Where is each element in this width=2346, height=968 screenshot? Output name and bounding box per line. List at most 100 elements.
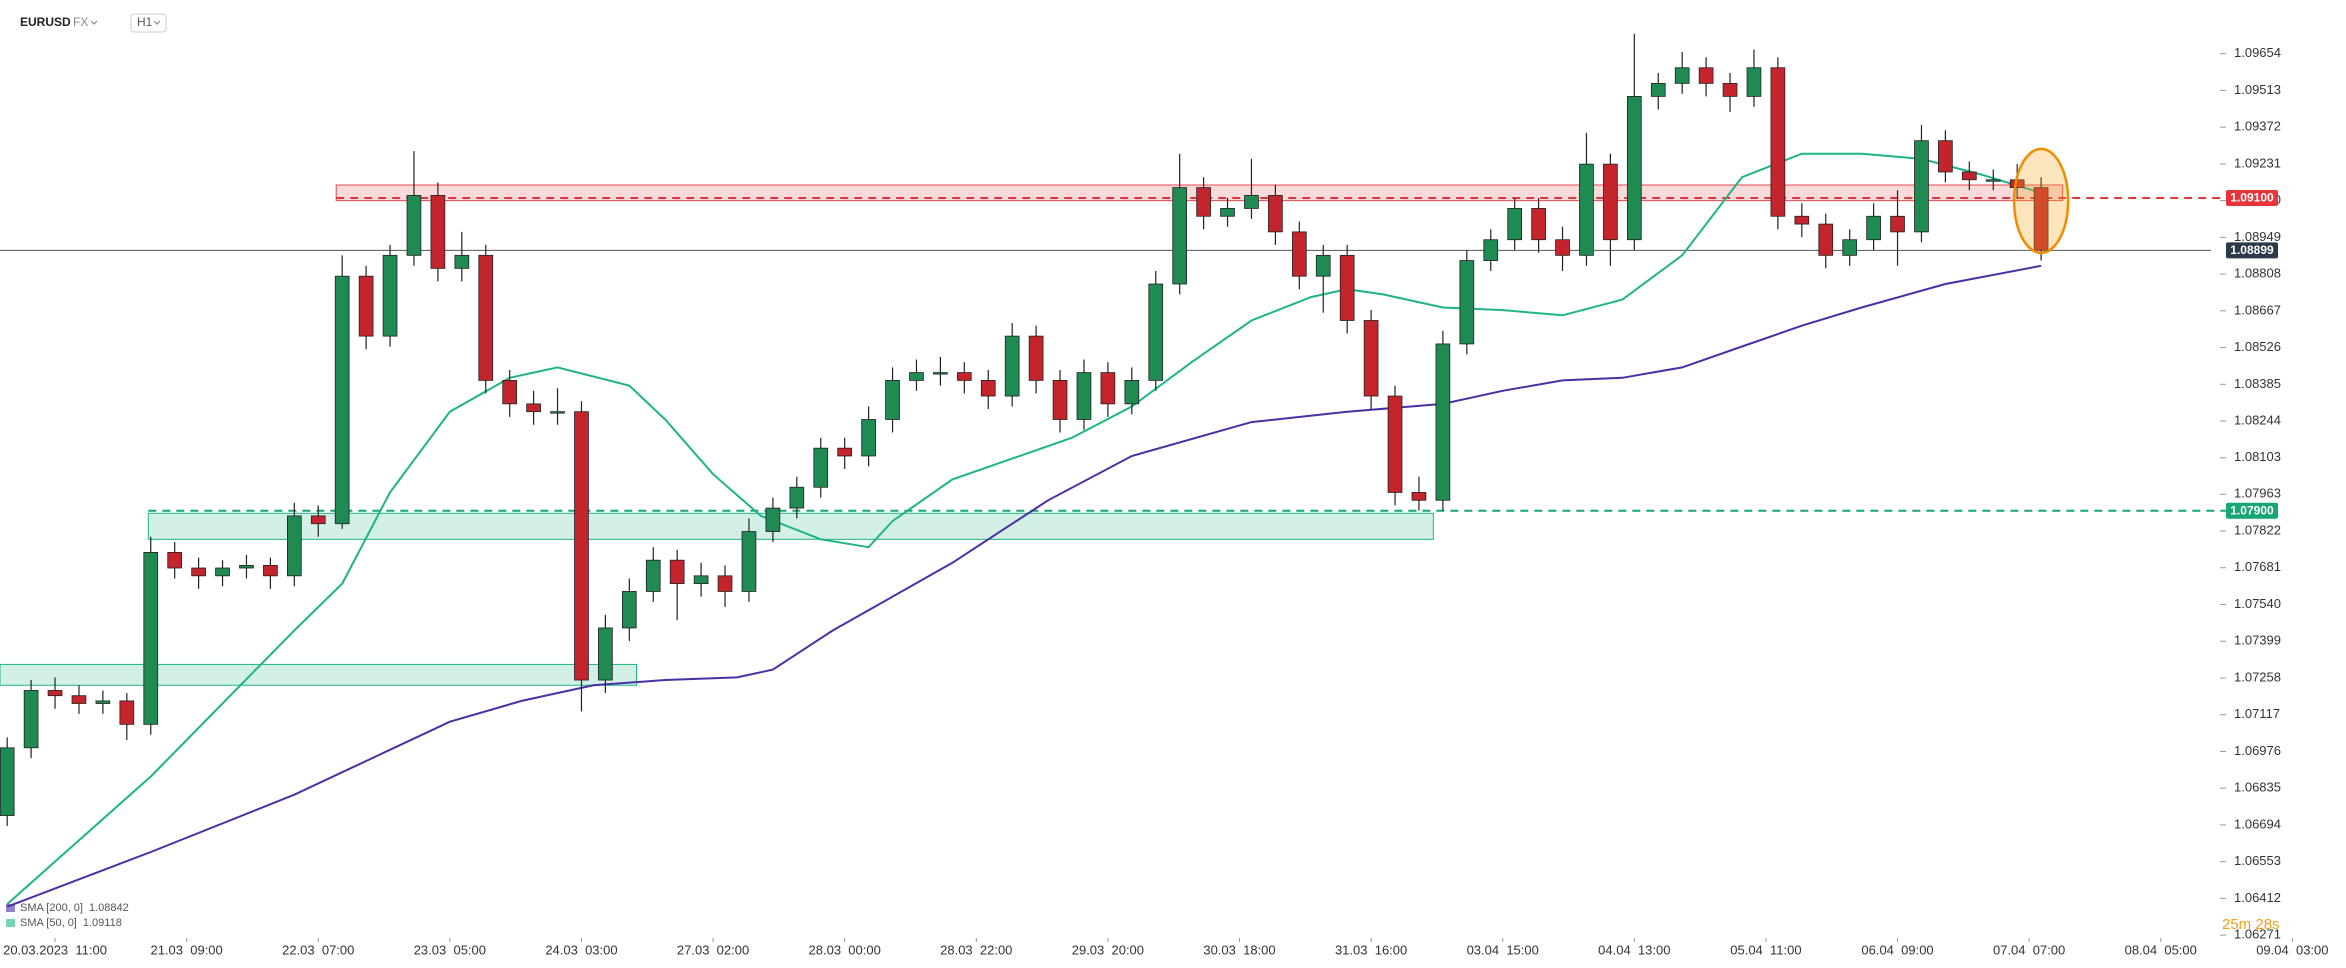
y-tick-label: 1.06553	[2234, 853, 2281, 868]
symbol[interactable]: EURUSD	[20, 15, 71, 29]
x-tick-label: 28.03 00:00	[809, 942, 881, 957]
candle-body	[1172, 187, 1188, 285]
candle-body	[1914, 140, 1929, 233]
candle-body	[1124, 380, 1140, 405]
zone	[147, 512, 1434, 540]
candle-body	[1746, 67, 1762, 97]
candle-body	[621, 591, 637, 629]
candle-body	[1244, 195, 1259, 209]
candle-body	[1411, 492, 1427, 501]
sma-line	[6, 264, 2042, 908]
legend-swatch	[6, 904, 15, 912]
candle-body	[813, 447, 829, 488]
candle-body	[526, 403, 541, 413]
candle-body	[382, 254, 398, 337]
y-tick-label: 1.09513	[2234, 82, 2281, 97]
candle-body	[837, 447, 853, 457]
y-tick-label: 1.07963	[2234, 486, 2281, 501]
candle-body	[861, 419, 876, 457]
candle-body	[1890, 215, 1905, 233]
x-tick-label: 21.03 09:00	[150, 942, 222, 957]
highlight	[2012, 147, 2070, 255]
candle-body	[95, 700, 111, 704]
candle-body	[454, 254, 470, 269]
x-tick-label: 20.03.2023 11:00	[3, 942, 107, 957]
candle-body	[2033, 187, 2049, 251]
candle-body	[1698, 67, 1714, 84]
candle-body	[741, 531, 757, 592]
market[interactable]: FX	[73, 15, 88, 29]
candle-body	[239, 565, 254, 569]
y-tick-label: 1.09372	[2234, 119, 2281, 134]
price-badge-label: 1.09100	[2230, 191, 2274, 205]
y-tick-label: 1.08667	[2234, 302, 2281, 317]
y-tick-label: 1.08949	[2234, 229, 2281, 244]
x-tick-label: 09.04 03:00	[2256, 942, 2328, 957]
candle-body	[789, 486, 805, 509]
candle-body	[1363, 320, 1379, 397]
candle-body	[1579, 163, 1594, 256]
candle-body	[430, 195, 446, 269]
y-tick-label: 1.07822	[2234, 522, 2281, 537]
candle-body	[1938, 140, 1953, 173]
candle-body	[334, 275, 350, 525]
countdown: 25m 28s	[2222, 916, 2280, 933]
y-tick-label: 1.07117	[2234, 706, 2280, 721]
candle-body	[167, 551, 183, 569]
price-badge	[2226, 190, 2278, 207]
interval[interactable]: H1	[137, 15, 153, 29]
candle-body	[1650, 82, 1666, 97]
candle-body	[1770, 67, 1786, 217]
y-tick-label: 1.07258	[2234, 669, 2281, 684]
legend-swatch	[6, 919, 15, 927]
x-tick-label: 27.03 02:00	[677, 942, 749, 957]
candle-body	[717, 575, 733, 592]
y-tick-label: 1.07399	[2234, 633, 2281, 648]
y-tick-label: 1.06694	[2234, 816, 2281, 831]
interval-box[interactable]	[130, 13, 167, 33]
candle-body	[1626, 96, 1642, 241]
x-tick-label: 24.03 03:00	[545, 942, 617, 957]
x-tick-label: 03.04 15:00	[1467, 942, 1539, 957]
candle-body	[71, 695, 87, 704]
candle-body	[1148, 283, 1164, 381]
price-badge	[2226, 502, 2278, 519]
candle-body	[1052, 380, 1068, 420]
y-tick-label: 1.08526	[2234, 339, 2281, 354]
candle-body	[1028, 335, 1044, 381]
candle-body	[645, 559, 661, 592]
candle-body	[358, 275, 374, 337]
candle-body	[1961, 171, 1977, 181]
candle-body	[47, 690, 63, 697]
candle-body	[502, 380, 518, 405]
y-tick-label: 1.09231	[2234, 155, 2281, 170]
sma-line	[6, 152, 2042, 905]
candle-body	[550, 411, 565, 414]
candle-body	[191, 567, 206, 577]
candle-body	[1196, 187, 1211, 217]
legend-name: SMA [50, 0]	[20, 917, 77, 929]
y-tick-label: 1.07540	[2234, 596, 2281, 611]
candle-body	[598, 627, 613, 681]
price-badge	[2226, 242, 2278, 259]
x-tick-label: 30.03 18:00	[1203, 942, 1275, 957]
y-tick-label: 1.08385	[2234, 376, 2281, 391]
zone	[0, 663, 637, 686]
x-tick-label: 29.03 20:00	[1072, 942, 1144, 957]
y-tick-label: 1.08808	[2234, 266, 2281, 281]
candle-body	[406, 195, 422, 256]
candle-body	[1674, 67, 1690, 84]
candle-body	[1794, 215, 1810, 225]
candle-body	[1459, 260, 1475, 345]
price-badge-label: 1.08899	[2230, 243, 2274, 257]
x-tick-label: 05.04 11:00	[1730, 942, 1801, 957]
candle-body	[1818, 223, 1834, 256]
candle-body	[263, 565, 278, 577]
candle-body	[1315, 254, 1331, 277]
x-tick-label: 08.04 05:00	[2125, 942, 2197, 957]
candle-body	[909, 372, 924, 381]
chevron	[153, 20, 161, 25]
x-tick-label: 06.04 09:00	[1861, 942, 1933, 957]
chevron	[90, 20, 98, 25]
